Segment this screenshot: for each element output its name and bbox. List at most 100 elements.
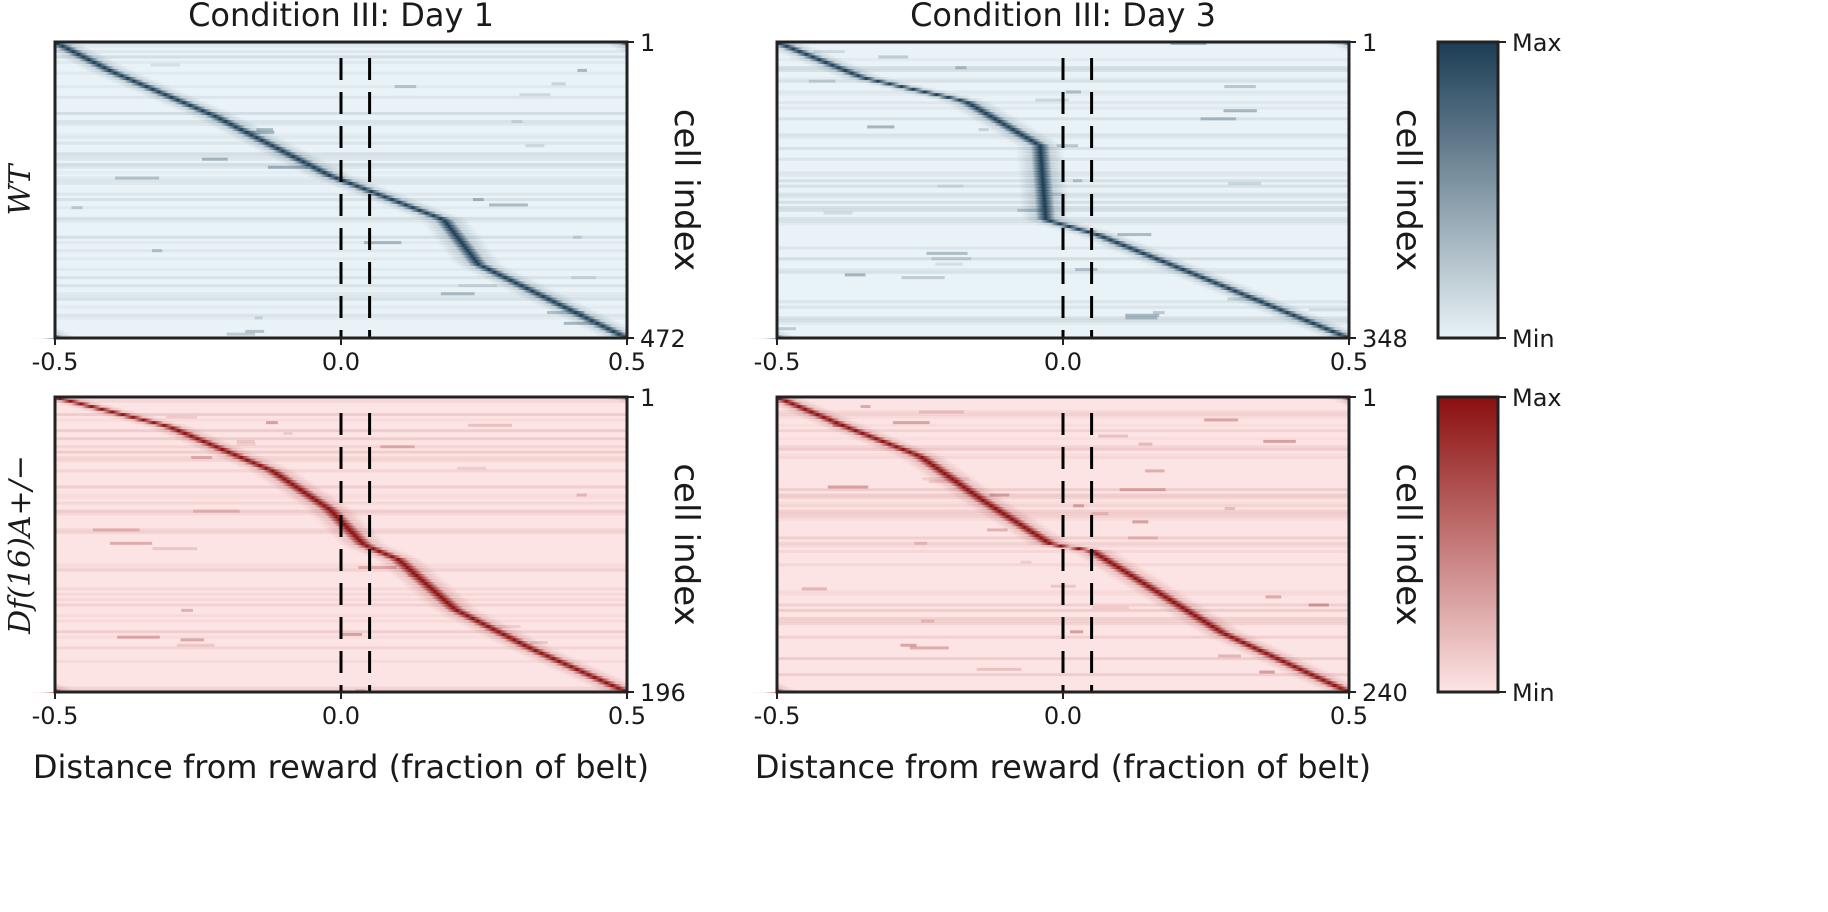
place-field [1210,289,1260,293]
place-field [780,407,830,411]
x-tick-label: 0.0 [1044,348,1082,376]
place-field [1310,683,1360,688]
secondary-field [1070,630,1084,634]
place-field [431,233,480,237]
place-field [1124,584,1173,588]
noise-row [55,216,627,220]
place-field [962,501,1012,505]
place-field [534,659,584,663]
secondary-field [180,638,205,642]
secondary-field [867,125,895,129]
place-field [453,262,503,266]
secondary-field [892,421,930,425]
place-field [353,192,403,196]
secondary-field [1259,670,1275,674]
secondary-field [151,249,163,253]
place-field [1020,206,1070,210]
secondary-field [1119,488,1166,492]
secondary-field [1020,560,1032,564]
place-field [64,58,114,62]
place-field [900,90,950,94]
colorbar-min-label: Min [1512,679,1555,707]
place-field [1270,665,1319,669]
secondary-field [152,547,198,551]
place-field [517,651,566,655]
place-field [38,44,88,48]
place-field [139,423,189,427]
noise-row [777,90,1349,94]
place-field [1092,241,1142,245]
secondary-field [926,251,968,255]
place-field [1183,622,1233,626]
place-field [1018,181,1068,186]
place-field [190,114,240,118]
place-field [122,85,171,89]
secondary-field [245,329,265,333]
place-field [1112,249,1162,253]
place-field [1132,257,1181,261]
place-field [988,128,1038,132]
secondary-field [572,235,582,239]
panel-2: -0.5 0.0 0.5 1 348 cell index Condition III: D… [717,0,1428,376]
place-field [865,82,915,86]
clip-right [1349,397,1409,692]
place-field [191,445,241,449]
place-field [1288,321,1338,325]
place-field [268,482,317,486]
place-field [1079,235,1129,239]
place-field [587,683,637,688]
secondary-field [525,144,545,148]
secondary-field [1223,109,1257,113]
place-field [410,590,460,594]
place-field [115,82,165,86]
secondary-field [226,332,256,336]
place-field [1017,163,1066,167]
place-field [388,206,438,210]
noise-row [55,292,627,296]
place-field [818,423,867,427]
place-field [74,63,124,67]
place-field [437,241,486,245]
secondary-field [150,63,180,67]
place-field [333,536,382,540]
place-field [576,678,625,682]
place-field [540,305,590,309]
noise-row [777,319,1349,323]
place-field [292,498,341,502]
place-field [1230,297,1280,301]
place-field [833,74,883,78]
secondary-field [236,439,255,443]
place-field [367,555,417,559]
place-field [987,517,1037,521]
place-field [966,504,1016,508]
place-field [474,630,523,634]
place-field [227,133,276,137]
place-field [1247,654,1297,658]
place-field [380,563,429,567]
place-field [975,120,1024,124]
place-field [1015,144,1065,148]
place-field [787,410,836,414]
secondary-field [813,50,845,54]
noise-row [55,122,627,126]
place-field [983,515,1033,519]
place-field [463,624,513,629]
panel-1: -0.5 0.0 0.5 1 472 cell index Condition III: D… [0,0,706,376]
place-field [284,163,334,167]
place-field [762,44,812,48]
secondary-field [1152,311,1165,315]
secondary-field [1224,85,1256,89]
place-field [355,549,404,553]
place-field [979,512,1029,516]
place-field [991,520,1041,524]
secondary-field [1090,512,1109,516]
place-field [1171,273,1221,277]
place-field [312,176,361,180]
place-field [185,442,235,446]
place-field [453,619,503,623]
place-field [296,501,345,505]
place-field [947,490,996,494]
place-field [948,103,997,107]
place-field [288,496,337,500]
place-field [330,533,380,537]
